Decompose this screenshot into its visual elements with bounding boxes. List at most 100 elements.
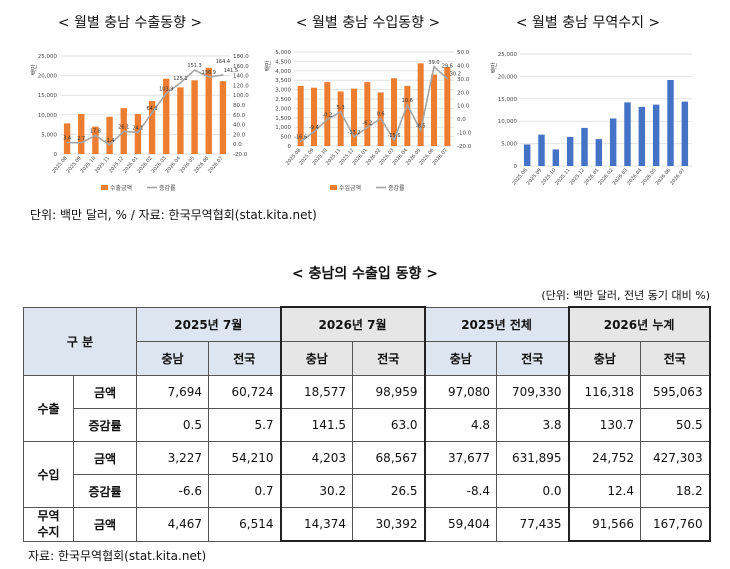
line-point (66, 141, 68, 144)
bar (134, 114, 142, 154)
value-cell: 14,374 (279, 507, 354, 542)
y2-tick-label: 160.0 (233, 64, 249, 70)
bar (177, 87, 184, 154)
line-point (207, 76, 210, 78)
value-cell: 167,760 (640, 507, 711, 542)
data-label: -15.6 (388, 133, 401, 139)
y-tick-label: 0 (288, 144, 292, 150)
bar (431, 74, 437, 146)
table-title: < 충남의 수출입 동향 > (292, 266, 438, 282)
value-cell: 3.8 (496, 408, 570, 442)
data-label: -8.5 (416, 124, 426, 130)
bar (638, 106, 646, 166)
y-tick-label: 2,000 (275, 106, 291, 112)
category-cell: 무역 수지 (23, 507, 74, 542)
y2-tick-label: 140.0 (233, 74, 249, 80)
period-header: 2025년 7월 (136, 306, 282, 342)
table-row: 증감률 -6.6 0.7 30.2 26.5 -8.4 0.0 12.4 18.2 (24, 474, 711, 508)
y2-tick-label: 50.0 (457, 50, 470, 56)
line-series (300, 65, 448, 143)
y2-tick-label: 30.0 (457, 77, 470, 83)
legend-label: 증감률 (159, 185, 176, 192)
data-label: -0.2 (322, 112, 332, 118)
region-header: 전국 (640, 341, 711, 376)
y-tick-label: 20,000 (498, 74, 518, 80)
bar (351, 88, 357, 146)
y2-tick-label: -20.0 (457, 144, 472, 150)
subcategory-cell: 증감률 (72, 408, 138, 442)
y-tick-label: 2,500 (275, 97, 291, 103)
line-point (193, 69, 196, 71)
y-tick-label: 25,000 (498, 52, 518, 58)
bar (78, 114, 85, 154)
value-cell: 5.7 (208, 408, 282, 442)
bar (311, 87, 317, 146)
value-cell: 54,210 (208, 441, 282, 475)
y-tick-label: 15,000 (498, 97, 518, 103)
data-label: -6.2 (362, 120, 372, 126)
table-unit: (단위: 백만 달러, 전년 동기 대비 %) (541, 289, 710, 302)
y-axis-label: 백만 (490, 62, 498, 74)
y2-tick-label: 40.0 (457, 63, 470, 69)
x-tick-label: 2026.07 (669, 167, 686, 186)
bar (219, 81, 227, 154)
bar (581, 127, 588, 166)
table-source: 자료: 한국무역협회(stat.kita.net) (28, 549, 207, 563)
bar (624, 102, 631, 166)
chart-title-balance: < 월별 충남 무역수지 > (515, 15, 661, 31)
value-cell: 98,959 (352, 375, 426, 409)
value-cell: 631,895 (496, 441, 570, 475)
value-cell: 91,566 (567, 507, 642, 542)
value-cell: 6,514 (208, 507, 282, 542)
y2-tick-label: -20.0 (233, 152, 248, 158)
region-header: 전국 (208, 341, 282, 376)
chart-title-export: < 월별 충남 수출동향 > (57, 15, 203, 31)
value-cell: 30,392 (352, 507, 426, 542)
bar (566, 136, 574, 166)
y-tick-label: 20,000 (38, 74, 58, 80)
data-label: 151.3 (187, 63, 201, 69)
subcategory-cell: 금액 (72, 441, 138, 475)
value-cell: 37,677 (424, 441, 498, 475)
value-cell: 4.8 (424, 408, 498, 442)
data-label: -1.4 (105, 138, 115, 144)
region-header: 전국 (352, 341, 426, 376)
value-cell: 427,303 (640, 441, 711, 475)
value-cell: 709,330 (496, 375, 570, 409)
y2-tick-label: 40.0 (233, 123, 246, 129)
data-label: 29.6 (442, 64, 453, 70)
bar (364, 82, 371, 146)
line-point (122, 130, 125, 133)
y-tick-label: 3,500 (275, 78, 291, 84)
y2-tick-label: 0.0 (457, 117, 466, 123)
value-cell: 18,577 (279, 375, 354, 409)
value-cell: 18.2 (640, 474, 711, 508)
bar (552, 149, 560, 166)
value-cell: 60,724 (208, 375, 282, 409)
data-label: -13.2 (348, 130, 361, 136)
table-row: 수출 금액 7,694 60,724 18,577 98,959 97,080 709,330… (23, 375, 711, 442)
bar (148, 101, 156, 154)
table-row: 수입 금액 3,227 54,210 4,203 68,567 37,677 631,895 2… (23, 441, 711, 508)
data-label: 0.6 (377, 111, 385, 117)
data-label: 2.7 (77, 136, 85, 142)
trade-balance-chart: 05,00010,00015,00020,00025,000백만2025.082… (490, 52, 692, 186)
value-cell: 116,318 (567, 375, 642, 409)
period-header: 2025년 전체 (424, 306, 570, 342)
subcategory-cell: 증감률 (72, 474, 138, 508)
subcategory-cell: 금액 (72, 375, 138, 409)
period-header: 2026년 누계 (567, 306, 711, 342)
y-tick-label: 1,500 (275, 116, 291, 122)
bar (92, 126, 99, 154)
data-label: 64.1 (147, 106, 158, 112)
export-chart: 05,00010,00015,00020,00025,000백만2025.082… (30, 54, 249, 192)
line-point (419, 129, 422, 132)
y-tick-label: 1,000 (275, 125, 291, 131)
line-point (299, 140, 302, 143)
data-label: 30.2 (450, 72, 461, 78)
chart-unit-note: 단위: 백만 달러, % / 자료: 한국무역협회(stat.kita.net) (30, 208, 317, 222)
bar (681, 101, 689, 166)
y-tick-label: 5,000 (501, 142, 517, 148)
y-tick-label: 25,000 (38, 54, 58, 60)
value-cell: 4,203 (279, 441, 354, 475)
